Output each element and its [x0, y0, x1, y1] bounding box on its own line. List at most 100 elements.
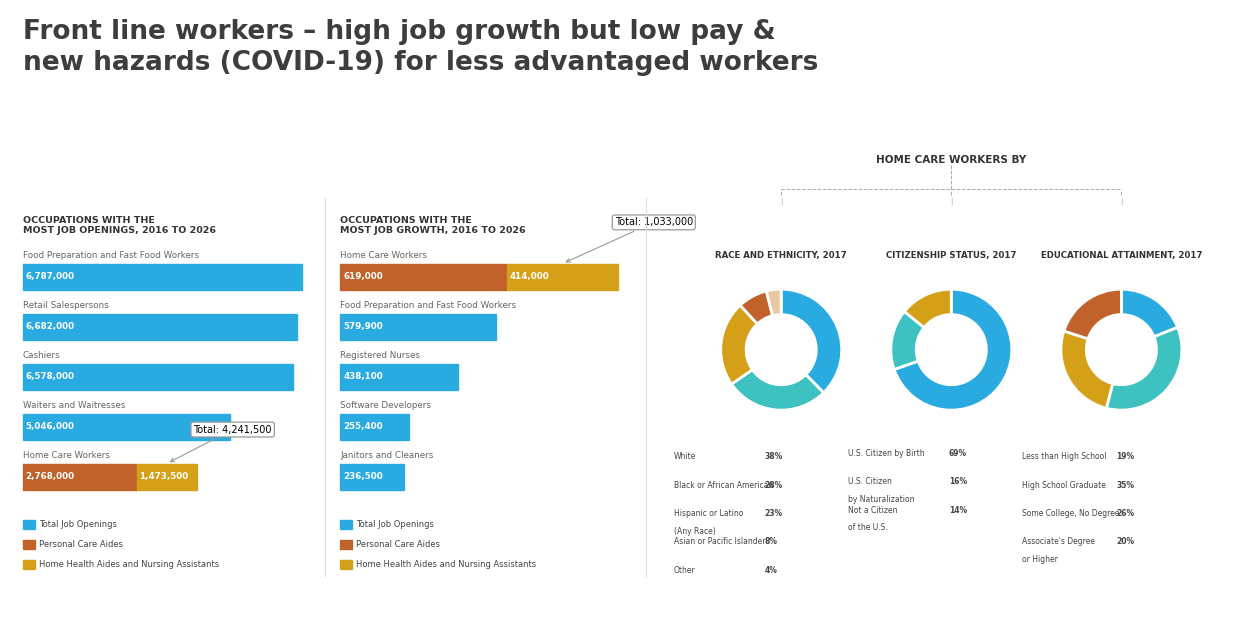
Text: 619,000: 619,000	[343, 272, 383, 281]
Text: Asian or Pacific Islander: Asian or Pacific Islander	[674, 537, 766, 546]
Wedge shape	[1063, 289, 1121, 339]
Text: 255,400: 255,400	[343, 422, 383, 431]
Text: Home Health Aides and Nursing Assistants: Home Health Aides and Nursing Assistants	[39, 559, 219, 569]
Wedge shape	[721, 306, 757, 384]
Text: 2,768,000: 2,768,000	[25, 472, 74, 481]
Text: Black or African American: Black or African American	[674, 481, 774, 490]
Text: 28%: 28%	[765, 481, 782, 490]
Text: 4%: 4%	[765, 566, 777, 575]
Wedge shape	[905, 289, 951, 328]
Bar	[23, 559, 34, 569]
Text: 69%: 69%	[949, 449, 966, 458]
Text: White: White	[674, 452, 697, 461]
Text: 1,473,500: 1,473,500	[140, 472, 189, 481]
Bar	[340, 413, 410, 440]
Text: by Naturalization: by Naturalization	[848, 495, 915, 504]
Wedge shape	[895, 289, 1012, 410]
Text: 6,578,000: 6,578,000	[25, 372, 74, 381]
Text: 6,682,000: 6,682,000	[25, 322, 74, 331]
Text: Software Developers: Software Developers	[340, 401, 431, 410]
Text: OCCUPATIONS WITH THE: OCCUPATIONS WITH THE	[23, 217, 155, 226]
Text: Personal Care Aides: Personal Care Aides	[39, 540, 123, 549]
Bar	[23, 520, 34, 529]
Bar	[136, 464, 197, 490]
Text: Total: 1,033,000: Total: 1,033,000	[566, 217, 693, 262]
Bar	[23, 464, 136, 490]
Text: Food Preparation and Fast Food Workers: Food Preparation and Fast Food Workers	[340, 301, 517, 310]
Text: Total: 4,241,500: Total: 4,241,500	[170, 425, 272, 462]
Text: U.S. Citizen: U.S. Citizen	[848, 478, 892, 486]
Text: Some College, No Degree: Some College, No Degree	[1022, 509, 1119, 518]
Text: Other: Other	[674, 566, 696, 575]
Text: Less than High School: Less than High School	[1022, 452, 1106, 461]
Bar	[23, 364, 294, 389]
Wedge shape	[781, 289, 842, 392]
Text: Waiters and Waitresses: Waiters and Waitresses	[23, 401, 125, 410]
Bar	[23, 263, 302, 290]
Text: 20%: 20%	[1116, 537, 1134, 546]
Text: of the U.S.: of the U.S.	[848, 524, 888, 532]
Wedge shape	[766, 289, 781, 316]
Text: Cashiers: Cashiers	[23, 351, 60, 360]
Text: Hispanic or Latino: Hispanic or Latino	[674, 509, 743, 518]
Text: 8%: 8%	[765, 537, 777, 546]
Wedge shape	[1106, 328, 1182, 410]
Text: RACE AND ETHNICITY, 2017: RACE AND ETHNICITY, 2017	[716, 251, 847, 260]
Text: or Higher: or Higher	[1022, 555, 1057, 564]
Text: Janitors and Cleaners: Janitors and Cleaners	[340, 451, 433, 460]
Text: 19%: 19%	[1116, 452, 1134, 461]
Bar	[340, 263, 507, 290]
Text: OCCUPATIONS WITH THE: OCCUPATIONS WITH THE	[340, 217, 472, 226]
Text: EDUCATIONAL ATTAINMENT, 2017: EDUCATIONAL ATTAINMENT, 2017	[1041, 251, 1202, 260]
Text: Personal Care Aides: Personal Care Aides	[357, 540, 441, 549]
Text: CITIZENSHIP STATUS, 2017: CITIZENSHIP STATUS, 2017	[886, 251, 1017, 260]
Text: Registered Nurses: Registered Nurses	[340, 351, 420, 360]
Wedge shape	[1121, 289, 1178, 337]
Bar	[23, 540, 34, 549]
Bar	[340, 464, 404, 490]
Bar	[340, 364, 459, 389]
Text: 5,046,000: 5,046,000	[25, 422, 74, 431]
Bar	[340, 314, 496, 340]
Text: 236,500: 236,500	[343, 472, 383, 481]
Text: Home Care Workers: Home Care Workers	[23, 451, 110, 460]
Text: https://phinational.org/resource/u-s-home-care-workers-key-facts-2019/: https://phinational.org/resource/u-s-hom…	[304, 600, 956, 614]
Text: |: |	[1120, 198, 1123, 205]
Wedge shape	[732, 370, 824, 410]
Bar	[507, 263, 619, 290]
Text: Total Job Openings: Total Job Openings	[357, 520, 435, 529]
Text: Total Job Openings: Total Job Openings	[39, 520, 117, 529]
Text: |: |	[780, 198, 782, 205]
Text: 38%: 38%	[765, 452, 782, 461]
Text: 35%: 35%	[1116, 481, 1134, 490]
Text: 16%: 16%	[949, 478, 966, 486]
Text: Retail Salespersons: Retail Salespersons	[23, 301, 108, 310]
Bar	[340, 540, 352, 549]
Text: HOME CARE WORKERS BY: HOME CARE WORKERS BY	[876, 155, 1027, 165]
Text: MOST JOB GROWTH, 2016 TO 2026: MOST JOB GROWTH, 2016 TO 2026	[340, 226, 525, 235]
Wedge shape	[1061, 331, 1113, 408]
Text: MOST JOB OPENINGS, 2016 TO 2026: MOST JOB OPENINGS, 2016 TO 2026	[23, 226, 215, 235]
Text: 26%: 26%	[1116, 509, 1134, 518]
Text: Not a Citizen: Not a Citizen	[848, 506, 897, 515]
Text: Home Care Workers: Home Care Workers	[340, 251, 427, 260]
Bar	[23, 413, 231, 440]
Text: 579,900: 579,900	[343, 322, 383, 331]
Text: 6,787,000: 6,787,000	[25, 272, 74, 281]
Text: Front line workers – high job growth but low pay &
new hazards (COVID-19) for le: Front line workers – high job growth but…	[23, 19, 818, 76]
Text: 14%: 14%	[949, 506, 966, 515]
Text: Food Preparation and Fast Food Workers: Food Preparation and Fast Food Workers	[23, 251, 199, 260]
Bar	[340, 559, 352, 569]
Text: U.S. Citizen by Birth: U.S. Citizen by Birth	[848, 449, 925, 458]
Text: 23%: 23%	[765, 509, 782, 518]
Wedge shape	[740, 291, 772, 324]
Text: Associate's Degree: Associate's Degree	[1022, 537, 1095, 546]
Text: (Any Race): (Any Race)	[674, 527, 716, 536]
Bar	[340, 520, 352, 529]
Text: |: |	[950, 198, 953, 205]
Text: High School Graduate: High School Graduate	[1022, 481, 1106, 490]
Wedge shape	[891, 311, 924, 369]
Text: 414,000: 414,000	[510, 272, 549, 281]
Text: Home Health Aides and Nursing Assistants: Home Health Aides and Nursing Assistants	[357, 559, 537, 569]
Bar	[23, 314, 297, 340]
